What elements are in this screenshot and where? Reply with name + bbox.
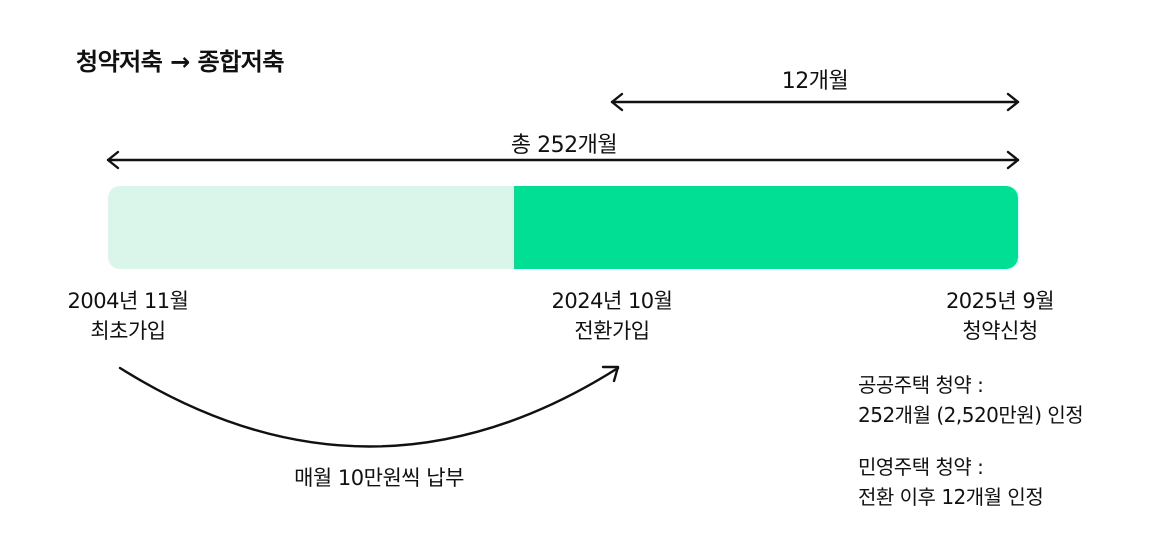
timeline-bar xyxy=(108,186,1018,269)
total-span-label: 총 252개월 xyxy=(510,133,618,158)
note-heading: 공공주택 청약 : xyxy=(858,373,984,397)
milestone-date: 2024년 10월 xyxy=(551,289,673,313)
milestone-date: 2004년 11월 xyxy=(67,289,189,313)
milestone-event: 청약신청 xyxy=(962,319,1038,343)
total-span-arrow xyxy=(106,150,1020,170)
public-housing-note: 공공주택 청약 : 252개월 (2,520만원) 인정 xyxy=(858,370,1084,430)
milestone-date: 2025년 9월 xyxy=(945,289,1055,313)
note-detail: 252개월 (2,520만원) 인정 xyxy=(858,403,1084,427)
payment-curve-arrow xyxy=(118,365,620,448)
milestone-event: 최초가입 xyxy=(90,319,166,343)
milestone-conversion: 2024년 10월 전환가입 xyxy=(552,286,673,346)
recent-span-arrow xyxy=(610,92,1020,112)
before-conversion-segment xyxy=(108,186,514,269)
milestone-event: 전환가입 xyxy=(574,319,650,343)
private-housing-note: 민영주택 청약 : 전환 이후 12개월 인정 xyxy=(858,452,1044,512)
payment-label: 매월 10만원씩 납부 xyxy=(294,466,464,490)
note-heading: 민영주택 청약 : xyxy=(858,455,984,479)
after-conversion-segment xyxy=(513,186,1018,269)
recent-span-label: 12개월 xyxy=(781,69,849,94)
page-title: 청약저축 → 종합저축 xyxy=(76,48,284,76)
note-detail: 전환 이후 12개월 인정 xyxy=(858,485,1044,509)
milestone-application: 2025년 9월 청약신청 xyxy=(945,286,1055,346)
milestone-first-join: 2004년 11월 최초가입 xyxy=(68,286,189,346)
